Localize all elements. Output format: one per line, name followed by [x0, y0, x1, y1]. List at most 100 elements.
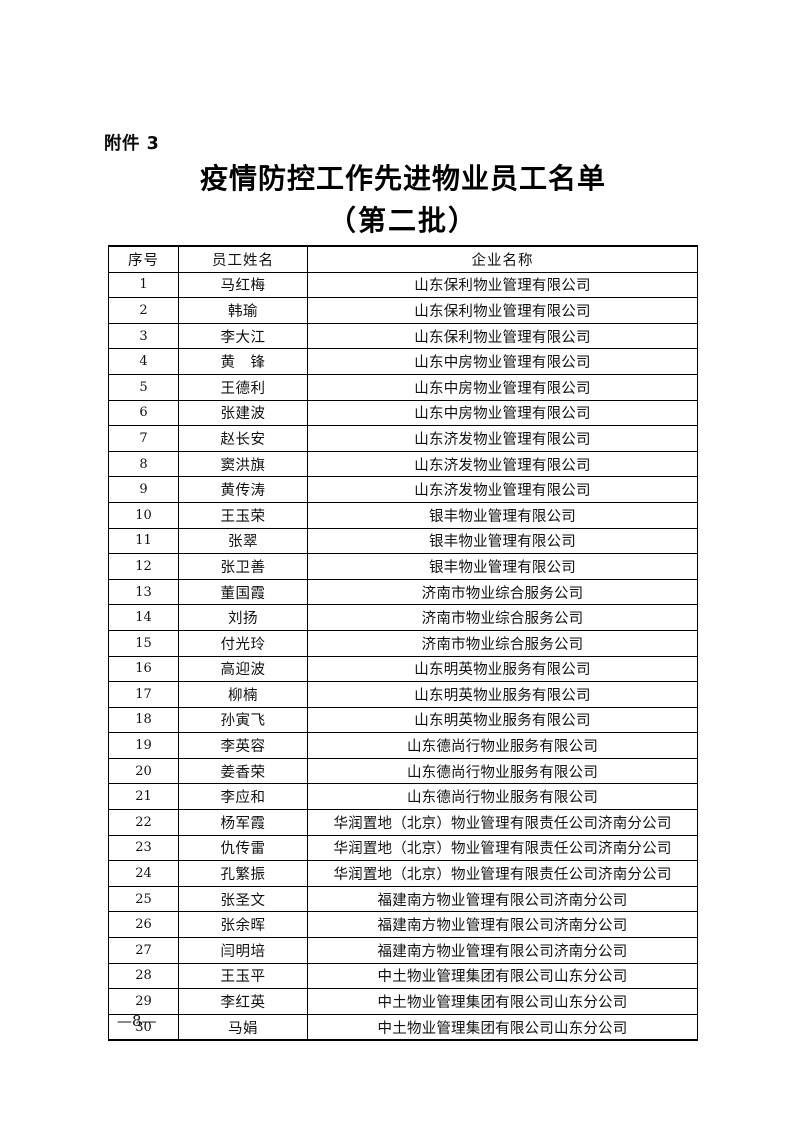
cell-employee-name: 柳楠 [178, 681, 308, 708]
cell-employee-name: 王玉平 [178, 962, 308, 990]
cell-company-name: 山东中房物业管理有限公司 [307, 373, 698, 401]
table-row: 8 窦洪旗 山东济发物业管理有限公司 [108, 450, 698, 478]
cell-company-name: 山东保利物业管理有限公司 [307, 297, 698, 324]
cell-employee-name: 黄 锋 [178, 348, 308, 375]
cell-employee-name: 马红梅 [178, 271, 308, 299]
cell-company-name: 山东保利物业管理有限公司 [307, 271, 698, 299]
cell-company-name: 济南市物业综合服务公司 [307, 604, 698, 631]
cell-company-name: 山东中房物业管理有限公司 [307, 399, 698, 427]
cell-index: 11 [108, 527, 179, 555]
table-row: 10 王玉荣 银丰物业管理有限公司 [108, 501, 698, 529]
table-row: 22 杨军霞 华润置地（北京）物业管理有限责任公司济南分公司 [108, 809, 698, 836]
cell-employee-name: 李英容 [178, 732, 308, 759]
cell-employee-name: 李应和 [178, 783, 308, 811]
cell-employee-name: 张翠 [178, 527, 308, 555]
cell-company-name: 济南市物业综合服务公司 [307, 629, 698, 657]
cell-index: 6 [108, 399, 179, 427]
cell-employee-name: 张圣文 [178, 885, 308, 913]
attachment-label: 附件 3 [104, 134, 160, 154]
cell-company-name: 中土物业管理集团有限公司山东分公司 [307, 962, 698, 990]
table-row: 19 李英容 山东德尚行物业服务有限公司 [108, 732, 698, 759]
table-row: 29 李红英 中土物业管理集团有限公司山东分公司 [108, 988, 698, 1015]
cell-company-name: 山东济发物业管理有限公司 [307, 476, 698, 503]
table-row: 21 李应和 山东德尚行物业服务有限公司 [108, 783, 698, 811]
cell-company-name: 福建南方物业管理有限公司济南分公司 [307, 911, 698, 939]
table-row: 17 柳楠 山东明英物业服务有限公司 [108, 681, 698, 708]
table-row: 5 王德利 山东中房物业管理有限公司 [108, 373, 698, 401]
cell-company-name: 山东德尚行物业服务有限公司 [307, 732, 698, 759]
table-row: 16 高迎波 山东明英物业服务有限公司 [108, 655, 698, 683]
table-row: 11 张翠 银丰物业管理有限公司 [108, 527, 698, 555]
cell-employee-name: 付光玲 [178, 629, 308, 657]
cell-index: 17 [108, 681, 179, 708]
cell-company-name: 济南市物业综合服务公司 [307, 578, 698, 606]
cell-employee-name: 黄传涛 [178, 476, 308, 503]
table-row: 15 付光玲 济南市物业综合服务公司 [108, 629, 698, 657]
page-title-line-1: 疫情防控工作先进物业员工名单 [199, 162, 606, 195]
cell-company-name: 华润置地（北京）物业管理有限责任公司济南分公司 [307, 809, 698, 836]
cell-index: 21 [108, 783, 179, 811]
cell-index: 7 [108, 425, 179, 452]
cell-employee-name: 张余晖 [178, 911, 308, 939]
cell-index: 30 [108, 1013, 179, 1041]
page-title: 疫情防控工作先进物业员工名单 （第二批） [108, 158, 698, 242]
cell-company-name: 山东济发物业管理有限公司 [307, 450, 698, 478]
table-row: 26 张余晖 福建南方物业管理有限公司济南分公司 [108, 911, 698, 939]
cell-index: 9 [108, 476, 179, 503]
table-row: 30 马娟 中土物业管理集团有限公司山东分公司 [108, 1013, 698, 1041]
cell-employee-name: 杨军霞 [178, 809, 308, 836]
cell-company-name: 福建南方物业管理有限公司济南分公司 [307, 885, 698, 913]
table-row: 25 张圣文 福建南方物业管理有限公司济南分公司 [108, 885, 698, 913]
table-row: 9 黄传涛 山东济发物业管理有限公司 [108, 476, 698, 503]
cell-employee-name: 张卫善 [178, 553, 308, 580]
cell-index: 25 [108, 885, 179, 913]
cell-company-name: 银丰物业管理有限公司 [307, 553, 698, 580]
cell-index: 27 [108, 937, 179, 964]
table-row: 1 马红梅 山东保利物业管理有限公司 [108, 271, 698, 299]
table-body: 1 马红梅 山东保利物业管理有限公司 2 韩瑜 山东保利物业管理有限公司 3 李大江 山东保利物… [108, 271, 698, 1041]
cell-index: 3 [108, 322, 179, 350]
cell-index: 20 [108, 757, 179, 785]
cell-employee-name: 王玉荣 [178, 501, 308, 529]
cell-employee-name: 王德利 [178, 373, 308, 401]
table-row: 12 张卫善 银丰物业管理有限公司 [108, 553, 698, 580]
table-row: 20 姜香荣 山东德尚行物业服务有限公司 [108, 757, 698, 785]
table-header: 序号 员工姓名 企业名称 [108, 245, 698, 273]
cell-index: 8 [108, 450, 179, 478]
cell-index: 19 [108, 732, 179, 759]
cell-index: 29 [108, 988, 179, 1015]
page-title-line-2: （第二批） [327, 204, 478, 237]
table-row: 23 仇传雷 华润置地（北京）物业管理有限责任公司济南分公司 [108, 834, 698, 862]
table-row: 18 孙寅飞 山东明英物业服务有限公司 [108, 706, 698, 734]
cell-company-name: 山东明英物业服务有限公司 [307, 655, 698, 683]
roster-table-container: 序号 员工姓名 企业名称 1 马红梅 山东保利物业管理有限公司 2 韩瑜 山东保利物业管理… [108, 245, 698, 1042]
column-header-name: 员工姓名 [178, 245, 308, 273]
cell-employee-name: 刘扬 [178, 604, 308, 631]
column-header-index: 序号 [108, 245, 179, 273]
cell-index: 10 [108, 501, 179, 529]
table-row: 6 张建波 山东中房物业管理有限公司 [108, 399, 698, 427]
cell-employee-name: 韩瑜 [178, 297, 308, 324]
cell-employee-name: 马娟 [178, 1013, 308, 1041]
cell-company-name: 中土物业管理集团有限公司山东分公司 [307, 988, 698, 1015]
cell-index: 2 [108, 297, 179, 324]
cell-company-name: 山东明英物业服务有限公司 [307, 681, 698, 708]
table-header-row: 序号 员工姓名 企业名称 [108, 245, 698, 273]
cell-index: 24 [108, 860, 179, 887]
cell-index: 12 [108, 553, 179, 580]
table-row: 27 闫明培 福建南方物业管理有限公司济南分公司 [108, 937, 698, 964]
cell-index: 4 [108, 348, 179, 375]
cell-company-name: 华润置地（北京）物业管理有限责任公司济南分公司 [307, 860, 698, 887]
table-row: 7 赵长安 山东济发物业管理有限公司 [108, 425, 698, 452]
cell-company-name: 华润置地（北京）物业管理有限责任公司济南分公司 [307, 834, 698, 862]
cell-company-name: 山东德尚行物业服务有限公司 [307, 783, 698, 811]
roster-table: 序号 员工姓名 企业名称 1 马红梅 山东保利物业管理有限公司 2 韩瑜 山东保利物业管理… [108, 245, 698, 1042]
cell-index: 13 [108, 578, 179, 606]
cell-index: 1 [108, 271, 179, 299]
cell-employee-name: 李红英 [178, 988, 308, 1015]
page-number: —8— [117, 1012, 157, 1030]
cell-index: 22 [108, 809, 179, 836]
cell-employee-name: 赵长安 [178, 425, 308, 452]
cell-employee-name: 窦洪旗 [178, 450, 308, 478]
